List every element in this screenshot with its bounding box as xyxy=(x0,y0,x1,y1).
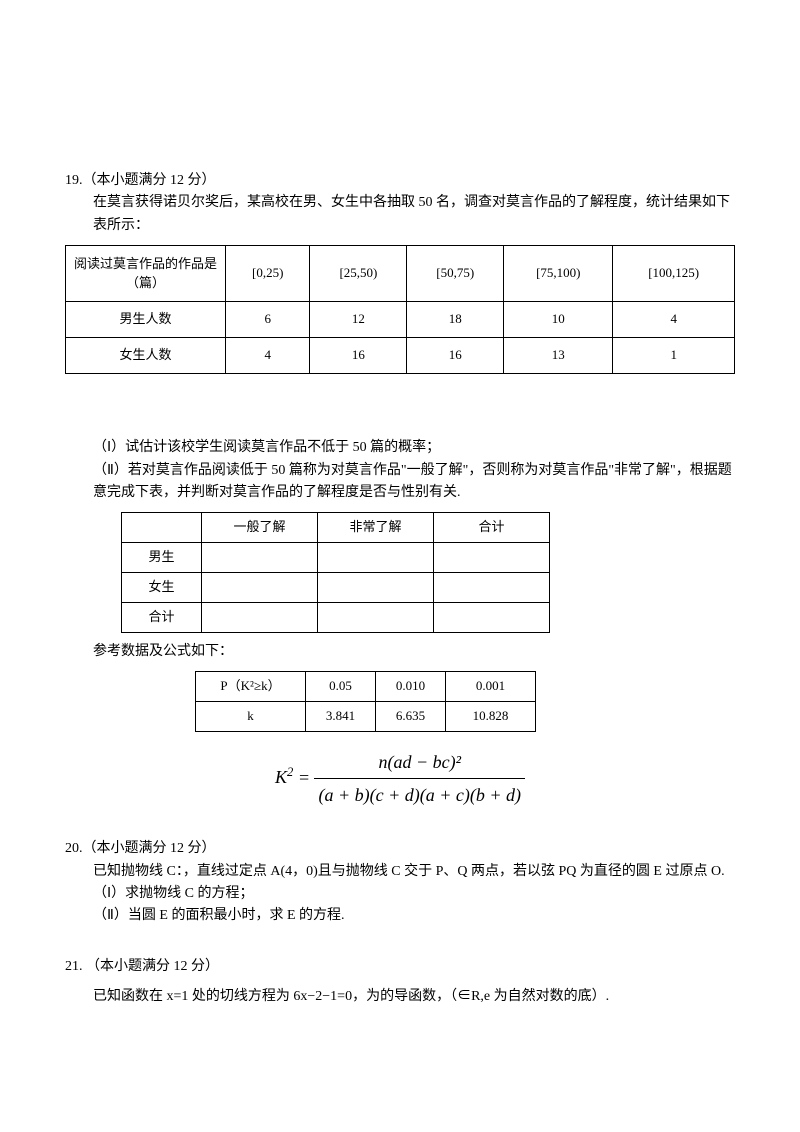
table-row: 合计 xyxy=(122,602,550,632)
table-cell: 13 xyxy=(504,338,613,374)
table-cell: 女生人数 xyxy=(66,338,226,374)
q19-reference-table: P（K²≥k） 0.05 0.010 0.001 k 3.841 6.635 1… xyxy=(195,671,536,732)
table-cell: 16 xyxy=(310,338,407,374)
table-cell: 12 xyxy=(310,302,407,338)
table-cell: 非常了解 xyxy=(318,513,434,543)
table-cell: 3.841 xyxy=(306,701,376,731)
table-cell: 16 xyxy=(407,338,504,374)
q19-formula: K2 = n(ad − bc)²(a + b)(c + d)(a + c)(b … xyxy=(65,748,735,811)
q19-data-table: 阅读过莫言作品的作品是（篇） [0,25) [25,50) [50,75) [7… xyxy=(65,245,735,374)
table-cell: 6.635 xyxy=(376,701,446,731)
q21-intro: 已知函数在 x=1 处的切线方程为 6x−2−1=0，为的导函数，（∈R,e 为… xyxy=(65,986,735,1008)
table-header-cell: [100,125) xyxy=(613,246,735,302)
table-row: 女生人数 4 16 16 13 1 xyxy=(66,338,735,374)
table-cell: 女生 xyxy=(122,572,202,602)
q19-intro: 在莫言获得诺贝尔奖后，某高校在男、女生中各抽取 50 名，调查对莫言作品的了解程… xyxy=(65,192,735,237)
table-cell xyxy=(202,572,318,602)
table-cell: 合计 xyxy=(122,602,202,632)
table-header-cell: [25,50) xyxy=(310,246,407,302)
table-cell xyxy=(318,602,434,632)
table-header-cell: [0,25) xyxy=(226,246,310,302)
table-cell: 0.001 xyxy=(446,671,536,701)
table-cell: 0.05 xyxy=(306,671,376,701)
table-cell xyxy=(434,572,550,602)
question-20: 20.（本小题满分 12 分） 已知抛物线 C：，直线过定点 A(4，0)且与抛… xyxy=(65,838,735,928)
table-cell: 4 xyxy=(226,338,310,374)
formula-lhs: K2 xyxy=(275,767,293,787)
table-row: 男生人数 6 12 18 10 4 xyxy=(66,302,735,338)
question-19: 19.（本小题满分 12 分） 在莫言获得诺贝尔奖后，某高校在男、女生中各抽取 … xyxy=(65,170,735,810)
table-cell: 一般了解 xyxy=(202,513,318,543)
question-21: 21. （本小题满分 12 分） 已知函数在 x=1 处的切线方程为 6x−2−… xyxy=(65,956,735,1009)
table-row: k 3.841 6.635 10.828 xyxy=(196,701,536,731)
table-cell xyxy=(434,602,550,632)
q20-intro: 已知抛物线 C：，直线过定点 A(4，0)且与抛物线 C 交于 P、Q 两点，若… xyxy=(65,861,735,883)
q19-label: 19.（本小题满分 12 分） xyxy=(65,173,216,188)
table-row: 阅读过莫言作品的作品是（篇） [0,25) [25,50) [50,75) [7… xyxy=(66,246,735,302)
table-cell xyxy=(202,543,318,573)
q19-part2: （Ⅱ）若对莫言作品阅读低于 50 篇称为对莫言作品"一般了解"，否则称为对莫言作… xyxy=(65,460,735,505)
table-cell: 0.010 xyxy=(376,671,446,701)
q20-part1: （Ⅰ）求抛物线 C 的方程； xyxy=(65,883,735,905)
table-cell xyxy=(202,602,318,632)
q19-part1: （Ⅰ）试估计该校学生阅读莫言作品不低于 50 篇的概率； xyxy=(65,437,735,459)
table-cell: 10.828 xyxy=(446,701,536,731)
table-cell: 1 xyxy=(613,338,735,374)
table-row: 男生 xyxy=(122,543,550,573)
table-header-cell: [50,75) xyxy=(407,246,504,302)
table-cell: k xyxy=(196,701,306,731)
table-cell xyxy=(318,572,434,602)
table-cell: 6 xyxy=(226,302,310,338)
table-cell: 合计 xyxy=(434,513,550,543)
table-header-cell: [75,100) xyxy=(504,246,613,302)
table-cell: 4 xyxy=(613,302,735,338)
table-row: P（K²≥k） 0.05 0.010 0.001 xyxy=(196,671,536,701)
table-cell xyxy=(122,513,202,543)
table-cell xyxy=(318,543,434,573)
table-cell: P（K²≥k） xyxy=(196,671,306,701)
table-cell: 10 xyxy=(504,302,613,338)
table-cell xyxy=(434,543,550,573)
q19-ref-label: 参考数据及公式如下： xyxy=(65,641,735,663)
table-cell: 男生 xyxy=(122,543,202,573)
q20-label: 20.（本小题满分 12 分） xyxy=(65,841,216,856)
q20-part2: （Ⅱ）当圆 E 的面积最小时，求 E 的方程. xyxy=(65,905,735,927)
q19-blank-table: 一般了解 非常了解 合计 男生 女生 合计 xyxy=(121,512,550,632)
table-header-cell: 阅读过莫言作品的作品是（篇） xyxy=(66,246,226,302)
table-row: 女生 xyxy=(122,572,550,602)
formula-fraction: n(ad − bc)²(a + b)(c + d)(a + c)(b + d) xyxy=(314,748,525,811)
table-cell: 男生人数 xyxy=(66,302,226,338)
table-row: 一般了解 非常了解 合计 xyxy=(122,513,550,543)
q21-label: 21. （本小题满分 12 分） xyxy=(65,959,219,974)
table-cell: 18 xyxy=(407,302,504,338)
